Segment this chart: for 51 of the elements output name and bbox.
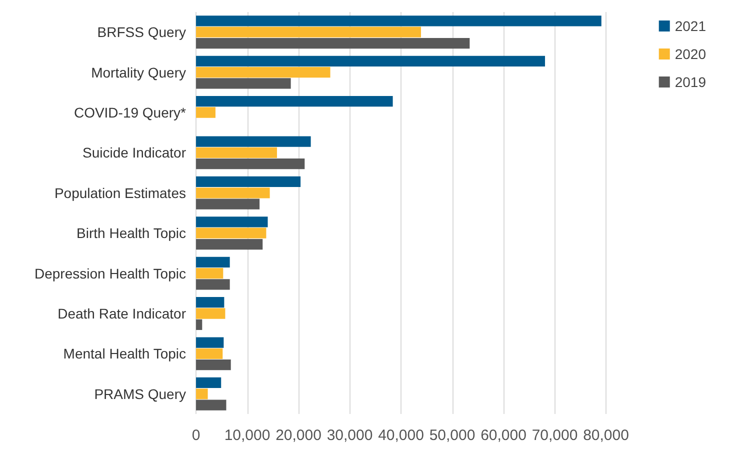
bar — [196, 107, 216, 118]
y-tick-label: Death Rate Indicator — [58, 306, 186, 322]
y-tick-label: Birth Health Topic — [76, 225, 186, 242]
bar — [196, 38, 470, 49]
bar — [196, 238, 263, 250]
bar — [196, 308, 226, 319]
y-tick-label: Population Estimates — [54, 184, 186, 201]
bar — [196, 216, 268, 228]
bar — [196, 388, 208, 400]
bar — [196, 188, 270, 198]
bar — [196, 66, 330, 78]
bar — [196, 377, 222, 388]
y-tick-label: Mental Health Topic — [63, 346, 186, 362]
bar — [196, 26, 421, 38]
x-tick-label: 80,000 — [583, 427, 629, 444]
y-tick-label: COVID-19 Query* — [74, 104, 187, 120]
bar — [196, 360, 231, 370]
y-tick-label: BRFSS Query — [97, 24, 186, 40]
x-tick-label: 10,000 — [224, 427, 270, 444]
legend-label: 2020 — [674, 46, 706, 62]
y-tick-label: Mortality Query — [91, 64, 186, 80]
y-tick-label: Depression Health Topic — [34, 265, 186, 282]
bar — [196, 348, 223, 360]
x-tick-label: 20,000 — [276, 427, 322, 444]
bar — [196, 16, 602, 26]
x-tick-label: 70,000 — [532, 427, 578, 444]
bar — [196, 279, 230, 290]
bar — [196, 337, 224, 348]
bar — [196, 319, 202, 330]
bar — [196, 136, 311, 147]
bar — [196, 198, 260, 210]
x-tick-label: 60,000 — [480, 427, 526, 444]
x-tick-label: 30,000 — [326, 427, 373, 444]
bar — [196, 256, 230, 268]
y-tick-label: Suicide Indicator — [82, 144, 186, 161]
bar — [196, 96, 393, 107]
bar — [196, 297, 224, 308]
x-tick-label: 50,000 — [429, 427, 476, 444]
bar — [196, 268, 224, 279]
legend-label: 2019 — [674, 74, 706, 90]
x-tick-label: 0 — [192, 427, 200, 444]
bar — [196, 158, 305, 170]
y-tick-label: PRAMS Query — [94, 386, 186, 402]
bar — [196, 78, 291, 89]
bar — [196, 56, 546, 66]
bar — [196, 400, 226, 410]
bar — [196, 176, 301, 188]
bar — [196, 228, 266, 238]
x-tick-label: 40,000 — [378, 427, 424, 444]
legend-label: 2021 — [674, 18, 706, 34]
bar — [196, 147, 277, 158]
